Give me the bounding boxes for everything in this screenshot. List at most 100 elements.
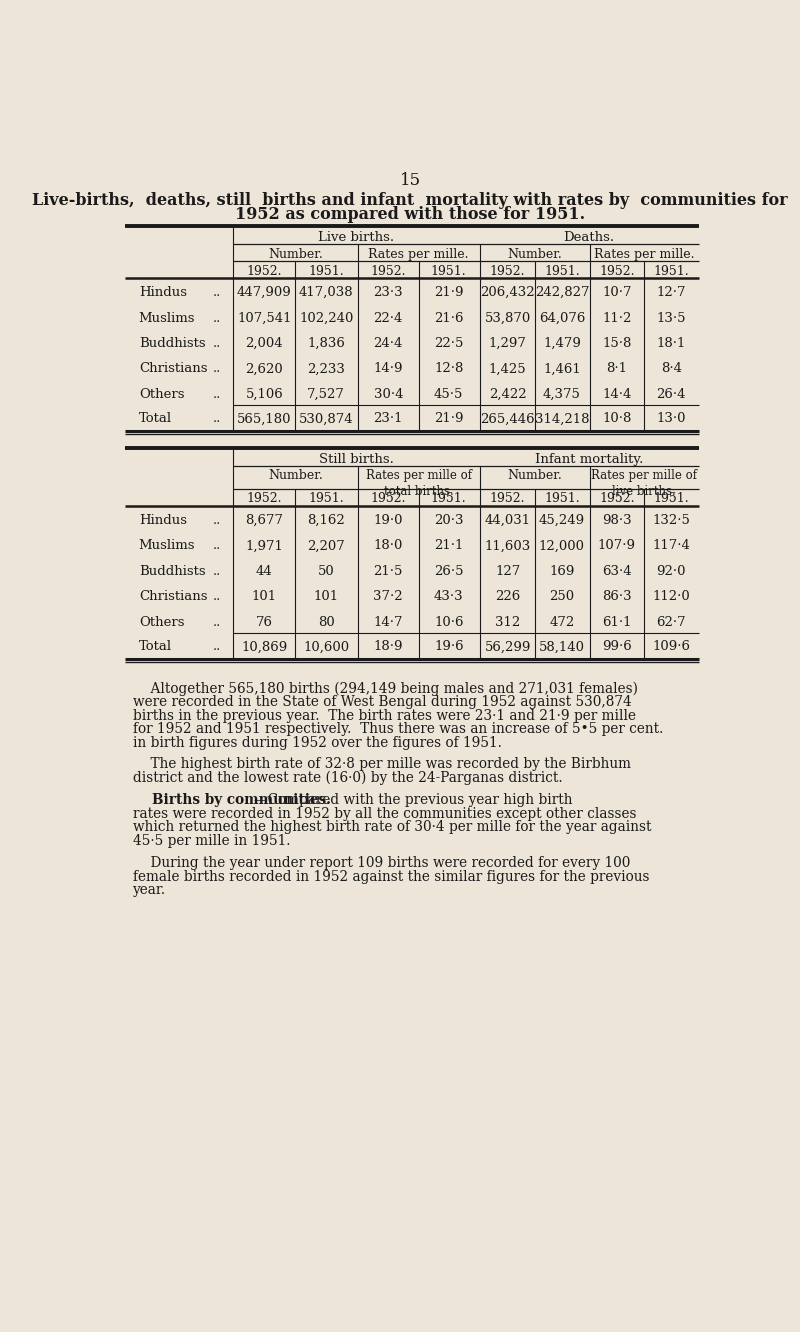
Text: Hindus: Hindus [138, 514, 186, 527]
Text: 8,162: 8,162 [307, 514, 345, 527]
Text: 21·9: 21·9 [434, 286, 463, 300]
Text: 56,299: 56,299 [485, 641, 531, 653]
Text: 80: 80 [318, 615, 334, 629]
Text: 1952.: 1952. [370, 265, 406, 277]
Text: Muslims: Muslims [138, 312, 195, 325]
Text: births in the previous year.  The birth rates were 23·1 and 21·9 per mille: births in the previous year. The birth r… [133, 709, 635, 723]
Text: 101: 101 [252, 590, 277, 603]
Text: 24·4: 24·4 [374, 337, 403, 350]
Text: Rates per mille.: Rates per mille. [594, 248, 694, 261]
Text: 62·7: 62·7 [656, 615, 686, 629]
Text: 21·9: 21·9 [434, 413, 463, 425]
Text: for 1952 and 1951 respectively.  Thus there was an increase of 5•5 per cent.: for 1952 and 1951 respectively. Thus the… [133, 722, 663, 737]
Text: Hindus: Hindus [138, 286, 186, 300]
Text: 12,000: 12,000 [539, 539, 585, 553]
Text: 21·6: 21·6 [434, 312, 463, 325]
Text: ..: .. [212, 312, 221, 325]
Text: 99·6: 99·6 [602, 641, 632, 653]
Text: 101: 101 [314, 590, 339, 603]
Text: 37·2: 37·2 [374, 590, 403, 603]
Text: 1952 as compared with those for 1951.: 1952 as compared with those for 1951. [235, 206, 585, 222]
Text: Altogether 565,180 births (294,149 being males and 271,031 females): Altogether 565,180 births (294,149 being… [133, 682, 638, 697]
Text: 5,106: 5,106 [246, 388, 283, 401]
Text: ..: .. [212, 413, 221, 425]
Text: 86·3: 86·3 [602, 590, 632, 603]
Text: 14·9: 14·9 [374, 362, 403, 376]
Text: 10,600: 10,600 [303, 641, 350, 653]
Text: 11,603: 11,603 [485, 539, 530, 553]
Text: Others: Others [138, 388, 184, 401]
Text: 15·8: 15·8 [602, 337, 632, 350]
Text: 63·4: 63·4 [602, 565, 632, 578]
Text: 45·5: 45·5 [434, 388, 463, 401]
Text: Infant mortality.: Infant mortality. [535, 453, 643, 466]
Text: 127: 127 [495, 565, 520, 578]
Text: 12·8: 12·8 [434, 362, 463, 376]
Text: 26·4: 26·4 [657, 388, 686, 401]
Text: in birth figures during 1952 over the figures of 1951.: in birth figures during 1952 over the fi… [133, 735, 502, 750]
Text: 109·6: 109·6 [652, 641, 690, 653]
Text: rates were recorded in 1952 by all the communities except other classes: rates were recorded in 1952 by all the c… [133, 807, 636, 821]
Text: ..: .. [212, 514, 221, 527]
Text: 2,207: 2,207 [307, 539, 345, 553]
Text: 14·7: 14·7 [374, 615, 403, 629]
Text: 1951.: 1951. [309, 265, 344, 277]
Text: 1951.: 1951. [431, 265, 466, 277]
Text: Christians: Christians [138, 590, 207, 603]
Text: 30·4: 30·4 [374, 388, 403, 401]
Text: During the year under report 109 births were recorded for every 100: During the year under report 109 births … [133, 856, 630, 870]
Text: 44,031: 44,031 [485, 514, 530, 527]
Text: 18·1: 18·1 [657, 337, 686, 350]
Text: 1,425: 1,425 [489, 362, 526, 376]
Text: 4,375: 4,375 [543, 388, 581, 401]
Text: 565,180: 565,180 [237, 413, 291, 425]
Text: 19·6: 19·6 [434, 641, 463, 653]
Text: 43·3: 43·3 [434, 590, 463, 603]
Text: 314,218: 314,218 [534, 413, 589, 425]
Text: 15: 15 [399, 172, 421, 189]
Text: female births recorded in 1952 against the similar figures for the previous: female births recorded in 1952 against t… [133, 870, 649, 883]
Text: 102,240: 102,240 [299, 312, 354, 325]
Text: Rates per mille of
live births.: Rates per mille of live births. [591, 469, 697, 498]
Text: 312: 312 [495, 615, 520, 629]
Text: Total: Total [138, 413, 172, 425]
Text: ..: .. [212, 388, 221, 401]
Text: 1,479: 1,479 [543, 337, 581, 350]
Text: 107·9: 107·9 [598, 539, 636, 553]
Text: 206,432: 206,432 [480, 286, 535, 300]
Text: Live births.: Live births. [318, 232, 394, 245]
Text: Christians: Christians [138, 362, 207, 376]
Text: 265,446: 265,446 [480, 413, 535, 425]
Text: 92·0: 92·0 [657, 565, 686, 578]
Text: 22·5: 22·5 [434, 337, 463, 350]
Text: 1952.: 1952. [490, 493, 526, 505]
Text: 45·5 per mille in 1951.: 45·5 per mille in 1951. [133, 834, 290, 847]
Text: year.: year. [133, 883, 166, 898]
Text: 242,827: 242,827 [534, 286, 589, 300]
Text: Number.: Number. [507, 248, 562, 261]
Text: Number.: Number. [507, 469, 562, 482]
Text: Live-births,  deaths, still  births and infant  mortality with rates by  communi: Live-births, deaths, still births and in… [32, 192, 788, 209]
Text: Others: Others [138, 615, 184, 629]
Text: 50: 50 [318, 565, 334, 578]
Text: 14·4: 14·4 [602, 388, 632, 401]
Text: 10,869: 10,869 [241, 641, 287, 653]
Text: which returned the highest birth rate of 30·4 per mille for the year against: which returned the highest birth rate of… [133, 821, 651, 834]
Text: ..: .. [212, 362, 221, 376]
Text: ..: .. [212, 565, 221, 578]
Text: 112·0: 112·0 [652, 590, 690, 603]
Text: 26·5: 26·5 [434, 565, 463, 578]
Text: 21·1: 21·1 [434, 539, 463, 553]
Text: 44: 44 [256, 565, 273, 578]
Text: Number.: Number. [268, 248, 322, 261]
Text: ..: .. [212, 641, 221, 653]
Text: 1952.: 1952. [246, 493, 282, 505]
Text: 7,527: 7,527 [307, 388, 346, 401]
Text: The highest birth rate of 32·8 per mille was recorded by the Birbhum: The highest birth rate of 32·8 per mille… [133, 757, 630, 771]
Text: 8·1: 8·1 [606, 362, 627, 376]
Text: ..: .. [212, 590, 221, 603]
Text: 117·4: 117·4 [652, 539, 690, 553]
Text: Buddhists: Buddhists [138, 337, 206, 350]
Text: 13·5: 13·5 [657, 312, 686, 325]
Text: 45,249: 45,249 [539, 514, 585, 527]
